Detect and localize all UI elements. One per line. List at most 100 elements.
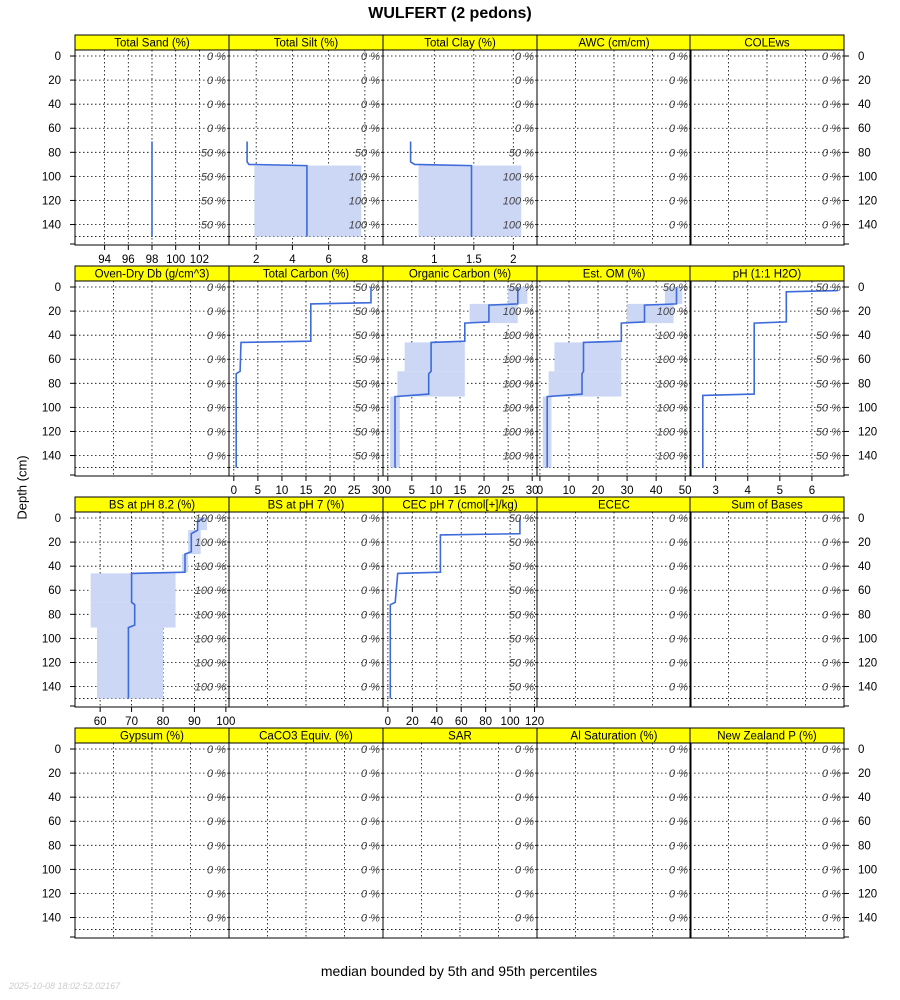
percent-label: 0 % xyxy=(207,330,226,342)
percent-label: 50 % xyxy=(509,682,534,694)
percent-label: 100 % xyxy=(503,220,534,232)
percent-label: 0 % xyxy=(669,768,688,780)
panel-frame xyxy=(689,511,845,708)
percent-label: 0 % xyxy=(822,75,841,87)
x-tick-label: 80 xyxy=(157,716,170,728)
y-tick-label: 40 xyxy=(858,99,871,111)
y-tick-label: 20 xyxy=(858,306,871,318)
panel-label: Total Silt (%) xyxy=(274,38,339,50)
median-line xyxy=(409,141,473,237)
percent-label: 0 % xyxy=(515,864,534,876)
percent-label: 0 % xyxy=(361,51,380,63)
panel-label: Sum of Bases xyxy=(731,500,803,512)
x-tick-label: 10 xyxy=(563,485,576,497)
percent-label: 0 % xyxy=(822,220,841,232)
percent-label: 0 % xyxy=(515,888,534,900)
y-tick-label: 140 xyxy=(858,913,877,925)
median-line xyxy=(394,287,519,468)
percent-label: 0 % xyxy=(669,657,688,669)
y-tick-label: 0 xyxy=(858,51,864,63)
percent-label: 0 % xyxy=(669,816,688,828)
x-tick-label: 4 xyxy=(745,485,752,497)
percent-label: 50 % xyxy=(816,282,841,294)
percent-label: 0 % xyxy=(361,75,380,87)
y-tick-label: 20 xyxy=(48,306,61,318)
percent-label: 100 % xyxy=(657,402,688,414)
x-tick-label: 50 xyxy=(679,485,692,497)
percentile-band xyxy=(554,342,622,372)
panel: pH (1:1 H2O) 50 % 50 % 50 % 50 % 50 % 50 % 50 %… xyxy=(689,265,877,497)
y-tick-label: 0 xyxy=(858,744,864,756)
y-tick-label: 60 xyxy=(48,585,61,597)
y-tick-label: 60 xyxy=(48,123,61,135)
percent-label: 100 % xyxy=(195,537,226,549)
percent-label: 50 % xyxy=(355,426,380,438)
percent-label: 0 % xyxy=(822,537,841,549)
y-tick-label: 140 xyxy=(42,220,61,232)
y-tick-label: 40 xyxy=(48,561,61,573)
panel-label: pH (1:1 H2O) xyxy=(733,269,802,281)
panel-label: Al Saturation (%) xyxy=(571,731,658,743)
panel: Total Clay (%) 0 % 0 % 0 % 0 % 50 % 100 % 100 %… xyxy=(382,34,538,266)
y-tick-label: 60 xyxy=(48,354,61,366)
x-tick-label: 0 xyxy=(385,716,391,728)
percent-label: 50 % xyxy=(509,513,534,525)
percent-label: 0 % xyxy=(207,426,226,438)
percent-label: 0 % xyxy=(361,657,380,669)
y-tick-label: 120 xyxy=(42,657,61,669)
percent-label: 0 % xyxy=(669,561,688,573)
y-tick-label: 40 xyxy=(48,99,61,111)
percent-label: 50 % xyxy=(663,282,688,294)
y-tick-label: 60 xyxy=(858,354,871,366)
percent-label: 50 % xyxy=(509,633,534,645)
figure-title: WULFERT (2 pedons) xyxy=(368,5,532,22)
percent-label: 0 % xyxy=(207,282,226,294)
x-tick-label: 5 xyxy=(255,485,261,497)
percent-label: 100 % xyxy=(195,561,226,573)
x-tick-label: 60 xyxy=(455,716,468,728)
y-tick-label: 120 xyxy=(42,195,61,207)
percent-label: 0 % xyxy=(669,792,688,804)
y-tick-label: 100 xyxy=(42,633,61,645)
median-line xyxy=(246,141,308,237)
percent-label: 50 % xyxy=(201,171,226,183)
x-tick-label: 8 xyxy=(362,254,368,266)
percent-label: 0 % xyxy=(207,840,226,852)
y-tick-label: 80 xyxy=(858,609,871,621)
x-tick-label: 6 xyxy=(325,254,331,266)
panel: Total Sand (%) 0 % 0 % 0 % 0 % 50 % 50 % 50 % 50… xyxy=(42,34,230,266)
percent-label: 50 % xyxy=(816,306,841,318)
x-tick-label: 25 xyxy=(348,485,361,497)
median-line xyxy=(389,518,521,699)
y-tick-label: 0 xyxy=(858,513,864,525)
y-tick-label: 40 xyxy=(48,792,61,804)
percent-label: 0 % xyxy=(207,792,226,804)
percent-label: 100 % xyxy=(349,220,380,232)
percent-label: 0 % xyxy=(361,609,380,621)
panel-label: CaCO3 Equiv. (%) xyxy=(259,731,353,743)
percent-label: 0 % xyxy=(669,682,688,694)
percent-label: 0 % xyxy=(207,816,226,828)
percent-label: 0 % xyxy=(822,171,841,183)
y-tick-label: 80 xyxy=(858,378,871,390)
percent-label: 0 % xyxy=(822,585,841,597)
x-tick-label: 100 xyxy=(166,254,185,266)
percent-label: 0 % xyxy=(361,864,380,876)
percentile-band xyxy=(90,573,176,603)
percent-label: 100 % xyxy=(503,451,534,463)
percent-label: 0 % xyxy=(361,913,380,925)
caption: median bounded by 5th and 95th percentil… xyxy=(320,963,598,979)
median-line xyxy=(127,517,205,699)
percent-label: 0 % xyxy=(669,123,688,135)
percent-label: 50 % xyxy=(509,537,534,549)
percent-label: 0 % xyxy=(822,744,841,756)
percent-label: 0 % xyxy=(515,840,534,852)
percent-label: 100 % xyxy=(195,657,226,669)
y-tick-label: 20 xyxy=(48,75,61,87)
percent-label: 100 % xyxy=(195,633,226,645)
percent-label: 0 % xyxy=(361,585,380,597)
y-tick-label: 80 xyxy=(48,147,61,159)
y-tick-label: 20 xyxy=(48,537,61,549)
panel: Total Silt (%) 0 % 0 % 0 % 0 % 50 % 100 % 100 %… xyxy=(228,34,384,266)
y-tick-label: 100 xyxy=(42,402,61,414)
